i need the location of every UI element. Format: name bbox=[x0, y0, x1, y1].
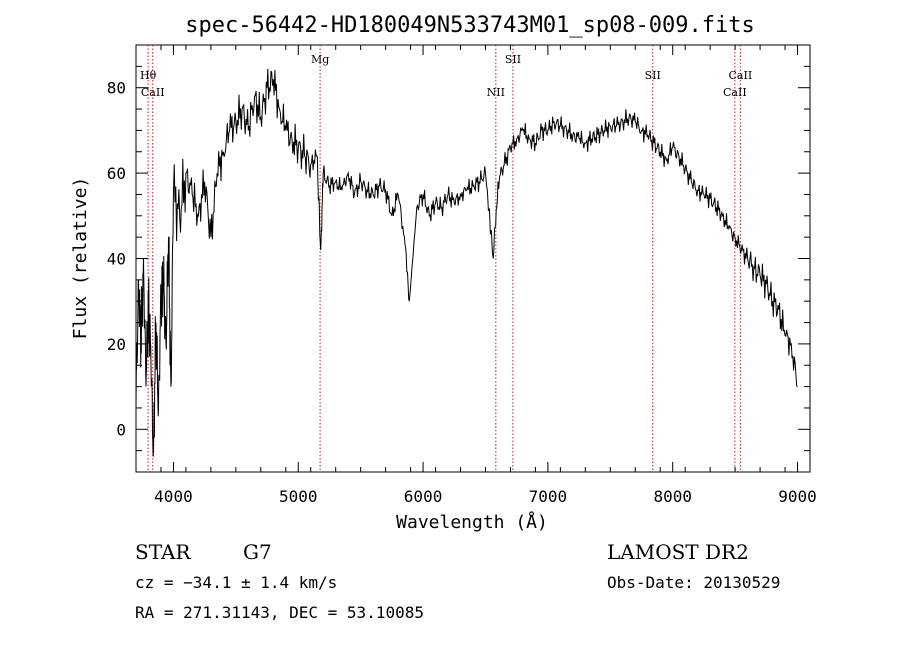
axis-ticks: 4000 5000 6000 7000 8000 9000 0 20 40 60 80 bbox=[107, 44, 817, 506]
x-tick-label: 9000 bbox=[778, 487, 817, 506]
line-label: CaII bbox=[729, 69, 753, 82]
object-class: STAR bbox=[135, 540, 191, 564]
x-tick-label: 8000 bbox=[653, 487, 692, 506]
spectrum-line bbox=[135, 68, 798, 457]
line-label: SII bbox=[505, 53, 521, 66]
y-tick-label: 60 bbox=[107, 164, 126, 183]
line-labels: Hθ CaII Mg NII SII SII CaII CaII bbox=[140, 53, 752, 99]
y-tick-label: 40 bbox=[107, 250, 126, 269]
line-label: CaII bbox=[141, 86, 165, 99]
line-label: SII bbox=[645, 69, 661, 82]
x-tick-label: 6000 bbox=[404, 487, 443, 506]
line-label: Mg bbox=[311, 53, 329, 66]
y-tick-label: 20 bbox=[107, 335, 126, 354]
x-tick-label: 5000 bbox=[279, 487, 318, 506]
subclass: G7 bbox=[243, 540, 272, 564]
y-tick-label: 80 bbox=[107, 79, 126, 98]
x-tick-label: 4000 bbox=[154, 487, 193, 506]
line-label: Hθ bbox=[140, 69, 157, 82]
x-tick-label: 7000 bbox=[529, 487, 568, 506]
redshift-info: cz = −34.1 ± 1.4 km/s bbox=[135, 573, 337, 592]
line-label: NII bbox=[487, 86, 505, 99]
coordinates: RA = 271.31143, DEC = 53.10085 bbox=[135, 603, 424, 622]
survey-name: LAMOST DR2 bbox=[607, 540, 749, 564]
chart-title: spec-56442-HD180049N533743M01_sp08-009.f… bbox=[185, 13, 755, 38]
line-markers bbox=[147, 45, 741, 472]
y-tick-label: 0 bbox=[116, 420, 126, 439]
y-axis-label: Flux (relative) bbox=[70, 177, 91, 340]
line-label: CaII bbox=[723, 86, 747, 99]
observation-date: Obs-Date: 20130529 bbox=[607, 573, 780, 592]
plot-frame bbox=[135, 44, 811, 473]
x-axis-label: Wavelength (Å) bbox=[396, 511, 548, 533]
